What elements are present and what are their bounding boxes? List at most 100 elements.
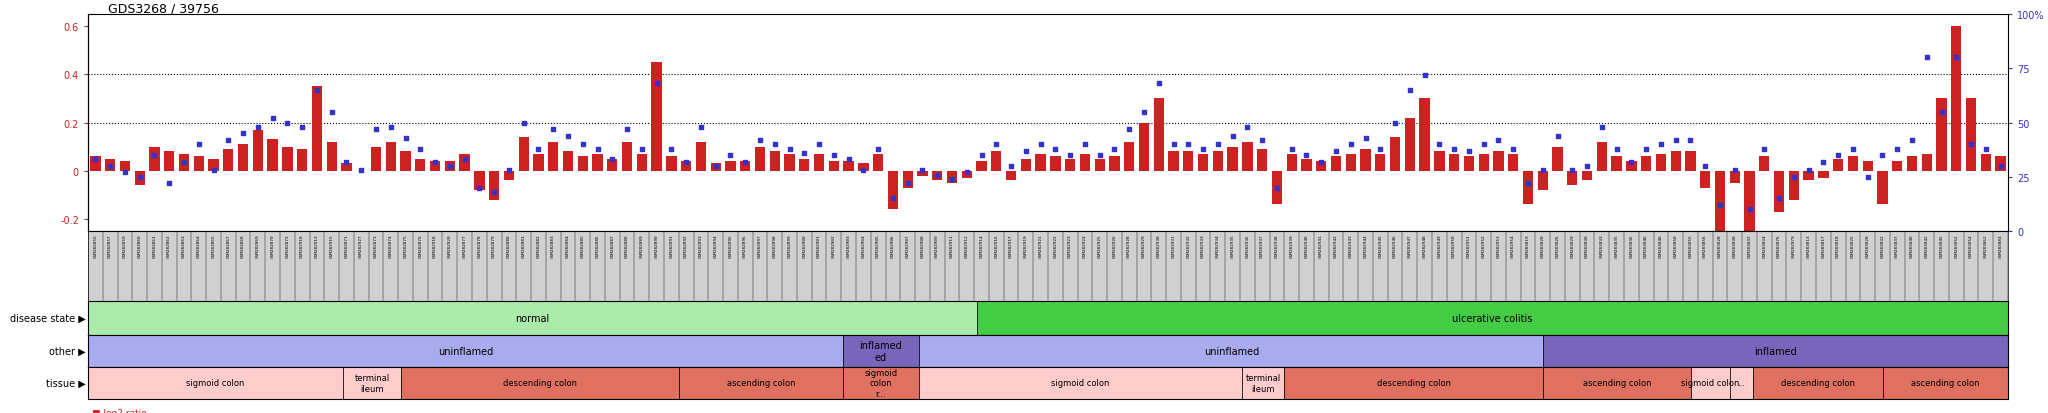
Text: GSM282921: GSM282921 — [1038, 233, 1042, 257]
Text: GSM282885: GSM282885 — [582, 233, 586, 257]
Point — [670, 159, 702, 166]
Bar — [1640, 157, 1651, 171]
Text: GSM282909: GSM282909 — [936, 233, 940, 257]
Text: GSM283025: GSM283025 — [1851, 233, 1855, 257]
Point — [508, 120, 541, 126]
Text: GSM282918: GSM282918 — [432, 233, 436, 257]
Text: GSM282876: GSM282876 — [418, 233, 422, 257]
Bar — [1524, 171, 1534, 205]
Bar — [252, 131, 262, 171]
Point — [1837, 146, 1870, 152]
Text: disease state ▶: disease state ▶ — [10, 313, 86, 323]
Text: GSM283084: GSM283084 — [1999, 233, 2003, 257]
Bar — [1612, 157, 1622, 171]
Point — [1438, 146, 1470, 152]
Bar — [844, 161, 854, 171]
Text: GSM282903: GSM282903 — [846, 233, 850, 257]
Bar — [195, 157, 205, 171]
Bar — [1884, 367, 2007, 399]
Text: GSM282925: GSM282925 — [1098, 233, 1102, 257]
Text: GSM282857: GSM282857 — [109, 233, 113, 257]
Text: GSM282877: GSM282877 — [463, 233, 467, 257]
Bar — [135, 171, 145, 186]
Bar — [1544, 367, 1692, 399]
Bar — [150, 147, 160, 171]
Bar — [1655, 154, 1667, 171]
Point — [477, 189, 510, 196]
Point — [758, 142, 791, 148]
Text: GSM282919: GSM282919 — [1024, 233, 1028, 257]
Text: GSM282882: GSM282882 — [537, 233, 541, 257]
Point — [1911, 55, 1944, 62]
Text: descending colon: descending colon — [1782, 379, 1855, 387]
Text: GSM283030: GSM283030 — [1733, 233, 1737, 257]
Point — [1585, 124, 1618, 131]
Text: GSM282954: GSM282954 — [1511, 233, 1516, 257]
Point — [197, 168, 229, 174]
Point — [582, 146, 614, 152]
Text: ascending colon: ascending colon — [1583, 379, 1651, 387]
Point — [360, 126, 393, 133]
Bar — [459, 154, 469, 171]
Bar — [489, 171, 500, 200]
Bar — [651, 63, 662, 171]
Text: GSM282862: GSM282862 — [168, 233, 172, 257]
Point — [891, 180, 924, 187]
Point — [344, 168, 377, 174]
Text: GSM282943: GSM282943 — [1350, 233, 1354, 257]
Text: tissue ▶: tissue ▶ — [47, 378, 86, 388]
Bar — [297, 150, 307, 171]
Bar — [1921, 154, 1931, 171]
Bar — [1065, 159, 1075, 171]
Text: GSM282860: GSM282860 — [137, 233, 141, 257]
Text: GSM282872: GSM282872 — [285, 233, 289, 257]
Bar — [399, 152, 412, 171]
Text: GSM282886: GSM282886 — [596, 233, 600, 257]
Point — [1985, 163, 2017, 170]
Bar — [1212, 152, 1223, 171]
Point — [1896, 137, 1929, 144]
Text: GSM282907: GSM282907 — [905, 233, 909, 257]
Bar — [1198, 154, 1208, 171]
Point — [1954, 142, 1987, 148]
Bar — [682, 161, 692, 171]
Point — [1763, 196, 1796, 202]
Bar — [164, 152, 174, 171]
Bar — [1434, 152, 1444, 171]
Point — [995, 163, 1028, 170]
Text: GSM282930: GSM282930 — [1157, 233, 1161, 257]
Point — [625, 146, 657, 152]
Text: GSM283029: GSM283029 — [1571, 233, 1575, 257]
Bar — [1686, 152, 1696, 171]
Point — [567, 142, 600, 148]
Text: GSM282906: GSM282906 — [891, 233, 895, 257]
Bar — [1051, 157, 1061, 171]
Bar — [504, 171, 514, 181]
Bar — [549, 142, 559, 171]
Text: GSM283030: GSM283030 — [1585, 233, 1589, 257]
Bar — [606, 159, 618, 171]
Text: GSM282923: GSM282923 — [1069, 233, 1073, 257]
Bar — [401, 367, 680, 399]
Bar — [1847, 157, 1858, 171]
Bar — [1878, 171, 1888, 205]
Text: GSM282935: GSM282935 — [1231, 233, 1235, 257]
Point — [1452, 148, 1485, 154]
Text: GSM283035: GSM283035 — [1614, 233, 1618, 257]
Bar — [858, 164, 868, 171]
Bar — [1479, 154, 1489, 171]
Text: GSM282936: GSM282936 — [1245, 233, 1249, 257]
Point — [270, 120, 303, 126]
Bar — [268, 140, 279, 171]
Text: GSM282917: GSM282917 — [1010, 233, 1014, 257]
Text: GSM282913: GSM282913 — [315, 233, 319, 257]
Point — [1083, 152, 1116, 159]
Text: uninflamed: uninflamed — [438, 346, 494, 356]
Point — [1378, 120, 1411, 126]
Text: GSM282878: GSM282878 — [477, 233, 481, 257]
Point — [965, 152, 997, 159]
Point — [287, 124, 319, 131]
Text: GSM283056: GSM283056 — [1704, 233, 1708, 257]
Point — [1690, 163, 1722, 170]
Bar — [1935, 99, 1948, 171]
